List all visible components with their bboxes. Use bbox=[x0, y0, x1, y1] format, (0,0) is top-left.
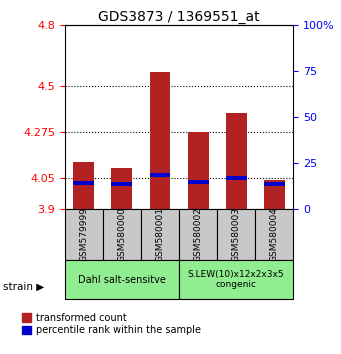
Text: GSM580000: GSM580000 bbox=[117, 207, 127, 262]
Bar bbox=[73, 182, 94, 185]
Bar bbox=[73, 162, 94, 209]
Bar bbox=[141, 209, 179, 260]
Bar bbox=[264, 182, 285, 186]
Text: strain ▶: strain ▶ bbox=[3, 282, 45, 292]
Bar bbox=[65, 260, 179, 299]
Bar bbox=[112, 182, 132, 186]
Bar bbox=[264, 180, 285, 209]
Bar bbox=[112, 168, 132, 209]
Legend: transformed count, percentile rank within the sample: transformed count, percentile rank withi… bbox=[22, 313, 201, 335]
Bar bbox=[188, 181, 209, 184]
Bar bbox=[65, 209, 103, 260]
Bar bbox=[226, 176, 247, 180]
Text: GSM580001: GSM580001 bbox=[155, 207, 164, 262]
Text: GSM580004: GSM580004 bbox=[270, 207, 279, 262]
Bar bbox=[103, 209, 141, 260]
Text: S.LEW(10)x12x2x3x5
congenic: S.LEW(10)x12x2x3x5 congenic bbox=[188, 270, 284, 289]
Bar bbox=[179, 209, 217, 260]
Text: GSM579999: GSM579999 bbox=[79, 207, 88, 262]
Text: Dahl salt-sensitve: Dahl salt-sensitve bbox=[78, 275, 166, 285]
Bar bbox=[217, 209, 255, 260]
Bar bbox=[188, 132, 209, 209]
Bar bbox=[255, 209, 293, 260]
Bar bbox=[149, 72, 170, 209]
Title: GDS3873 / 1369551_at: GDS3873 / 1369551_at bbox=[98, 10, 260, 24]
Bar bbox=[149, 173, 170, 177]
Bar bbox=[226, 113, 247, 209]
Bar bbox=[179, 260, 293, 299]
Text: GSM580002: GSM580002 bbox=[194, 207, 203, 262]
Text: GSM580003: GSM580003 bbox=[232, 207, 241, 262]
